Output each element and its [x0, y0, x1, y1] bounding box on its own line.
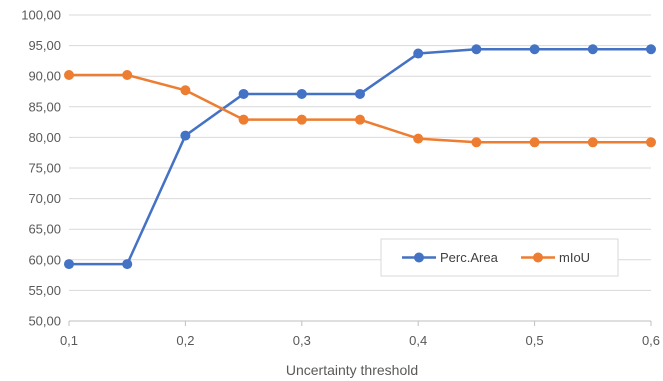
legend-marker-miou: [533, 252, 543, 263]
x-tick-label: 0,2: [176, 333, 194, 348]
series-line-miou: [69, 73, 651, 144]
y-tick-label: 80,00: [28, 130, 61, 145]
x-axis-title: Uncertainty threshold: [286, 362, 418, 378]
data-point-perc-area: [296, 88, 307, 99]
y-tick-label: 55,00: [28, 283, 61, 298]
x-tick-label: 0,4: [409, 333, 427, 348]
data-point-perc-area: [238, 88, 249, 99]
data-point-miou: [180, 85, 191, 96]
data-point-miou: [296, 114, 307, 125]
y-tick-label: 90,00: [28, 69, 61, 84]
data-point-perc-area: [529, 44, 540, 55]
legend-label-miou: mIoU: [559, 250, 590, 265]
data-point-miou: [122, 69, 133, 80]
x-tick-label: 0,5: [526, 333, 544, 348]
legend-label-perc-area: Perc.Area: [440, 250, 499, 265]
legend: Perc.Area mIoU: [380, 238, 619, 277]
data-point-miou: [413, 133, 424, 144]
data-point-perc-area: [355, 88, 365, 99]
y-tick-label: 75,00: [28, 161, 61, 176]
y-tick-label: 85,00: [28, 99, 61, 114]
data-point-miou: [587, 137, 598, 148]
data-point-miou: [355, 114, 365, 125]
legend-marker-perc-area: [414, 252, 424, 263]
data-point-perc-area: [587, 44, 598, 55]
y-tick-label: 60,00: [28, 252, 61, 267]
x-axis-tick-labels: 0,1 0,2 0,3 0,4 0,5 0,6: [60, 333, 660, 348]
data-point-perc-area: [122, 259, 133, 270]
data-point-miou: [238, 114, 249, 125]
y-axis-tick-labels: 50,00 55,00 60,00 65,00 70,00 75,00 80,00 85,00…: [21, 8, 61, 329]
data-point-miou: [646, 137, 656, 148]
y-tick-label: 95,00: [28, 38, 61, 53]
legend-box: [380, 238, 619, 277]
data-point-perc-area: [471, 44, 482, 55]
data-point-perc-area: [64, 259, 74, 270]
data-point-perc-area: [413, 48, 424, 59]
data-point-perc-area: [180, 130, 191, 141]
data-point-miou: [529, 137, 540, 148]
x-tick-label: 0,6: [642, 333, 660, 348]
x-tick-label: 0,1: [60, 333, 78, 348]
y-tick-label: 50,00: [28, 314, 61, 329]
y-tick-label: 70,00: [28, 191, 61, 206]
data-point-miou: [64, 69, 74, 80]
data-point-perc-area: [646, 44, 656, 55]
y-tick-label: 100,00: [21, 8, 61, 23]
data-point-miou: [471, 137, 482, 148]
gridlines: [68, 14, 652, 326]
x-tick-label: 0,3: [293, 333, 311, 348]
y-tick-label: 65,00: [28, 222, 61, 237]
series-group: [64, 44, 656, 270]
